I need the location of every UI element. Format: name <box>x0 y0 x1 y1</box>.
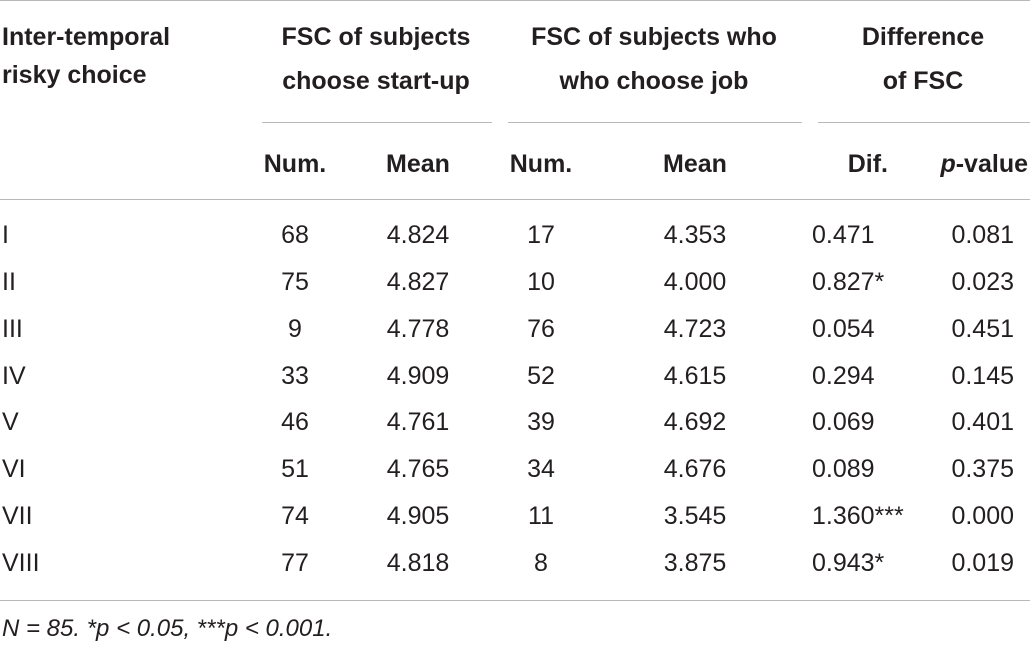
job-mean-cell: 4.723 <box>663 315 727 343</box>
job-mean-cell: 3.545 <box>663 502 727 530</box>
diff-group-header-line2: of FSC <box>882 67 964 95</box>
job-num-cell: 39 <box>527 408 555 436</box>
header-bottom-rule <box>0 199 1030 200</box>
job-num-cell: 52 <box>527 362 555 390</box>
job-group-header-line1: FSC of subjects who <box>531 23 777 51</box>
job-mean-cell: 4.676 <box>663 455 727 483</box>
dif-cell: 0.471 <box>812 221 875 249</box>
p-value-cell: 0.000 <box>951 502 1014 530</box>
job-mean-cell: 4.615 <box>663 362 727 390</box>
row-label: II <box>2 268 16 296</box>
row-label: V <box>2 408 19 436</box>
row-label: VIII <box>2 549 40 577</box>
p-value-cell: 0.401 <box>951 408 1014 436</box>
dif-cell: 0.069 <box>812 408 875 436</box>
dif-header: Dif. <box>847 150 888 178</box>
job-mean-cell: 4.000 <box>663 268 727 296</box>
row-label: IV <box>2 362 26 390</box>
startup-group-header-line1: FSC of subjects <box>281 23 471 51</box>
p-italic: p <box>940 150 956 178</box>
dif-cell: 0.827* <box>812 268 885 296</box>
p-value-cell: 0.019 <box>951 549 1014 577</box>
dif-cell: 0.294 <box>812 362 875 390</box>
row-label-header-line1: Inter-temporal <box>2 23 171 51</box>
startup-num-cell: 51 <box>281 455 309 483</box>
p-value-header: p-value <box>900 149 1028 179</box>
job-mean-cell: 3.875 <box>663 549 727 577</box>
p-value-cell: 0.081 <box>951 221 1014 249</box>
startup-num-cell: 74 <box>281 502 309 530</box>
startup-mean-cell: 4.827 <box>386 268 450 296</box>
job-mean-cell: 4.692 <box>663 408 727 436</box>
dif-cell: 0.089 <box>812 455 875 483</box>
diff-group-header-line1: Difference <box>861 23 985 51</box>
row-label: VII <box>2 502 33 530</box>
row-label: I <box>2 221 9 249</box>
dif-cell: 1.360*** <box>812 502 904 530</box>
startup-num-cell: 46 <box>281 408 309 436</box>
p-value-cell: 0.375 <box>951 455 1014 483</box>
p-value-cell: 0.023 <box>951 268 1014 296</box>
row-label: VI <box>2 455 26 483</box>
startup-mean-cell: 4.778 <box>386 315 450 343</box>
job-num-cell: 11 <box>528 502 554 530</box>
startup-num-cell: 33 <box>281 362 309 390</box>
startup-mean-header: Mean <box>386 150 450 178</box>
job-num-cell: 10 <box>527 268 555 296</box>
job-group-underline <box>508 122 802 123</box>
startup-mean-cell: 4.818 <box>386 549 450 577</box>
dif-cell: 0.943* <box>812 549 885 577</box>
job-mean-cell: 4.353 <box>663 221 727 249</box>
job-num-cell: 17 <box>527 221 555 249</box>
table-top-rule <box>0 0 1030 1</box>
startup-mean-cell: 4.761 <box>386 408 450 436</box>
dif-cell: 0.054 <box>812 315 875 343</box>
diff-group-underline <box>818 122 1030 123</box>
startup-num-cell: 9 <box>288 315 302 343</box>
startup-mean-cell: 4.765 <box>386 455 450 483</box>
job-mean-header: Mean <box>663 150 727 178</box>
job-num-cell: 76 <box>527 315 555 343</box>
p-rest: -value <box>955 150 1028 178</box>
table-footnote: N = 85. *p < 0.05, ***p < 0.001. <box>2 615 333 642</box>
startup-mean-cell: 4.824 <box>386 221 450 249</box>
startup-num-header: Num. <box>263 150 327 178</box>
job-num-cell: 34 <box>527 455 555 483</box>
job-num-cell: 8 <box>534 549 548 577</box>
row-label-header-line2: risky choice <box>2 61 147 89</box>
job-num-header: Num. <box>509 150 573 178</box>
startup-group-underline <box>262 122 492 123</box>
startup-mean-cell: 4.909 <box>386 362 450 390</box>
p-value-cell: 0.451 <box>951 315 1014 343</box>
startup-group-header-line2: choose start-up <box>282 67 470 95</box>
p-value-cell: 0.145 <box>951 362 1014 390</box>
job-group-header-line2: who choose job <box>559 67 749 95</box>
startup-num-cell: 77 <box>281 549 309 577</box>
startup-num-cell: 68 <box>281 221 309 249</box>
startup-mean-cell: 4.905 <box>386 502 450 530</box>
table-bottom-rule <box>0 600 1030 601</box>
row-label: III <box>2 315 23 343</box>
startup-num-cell: 75 <box>281 268 309 296</box>
